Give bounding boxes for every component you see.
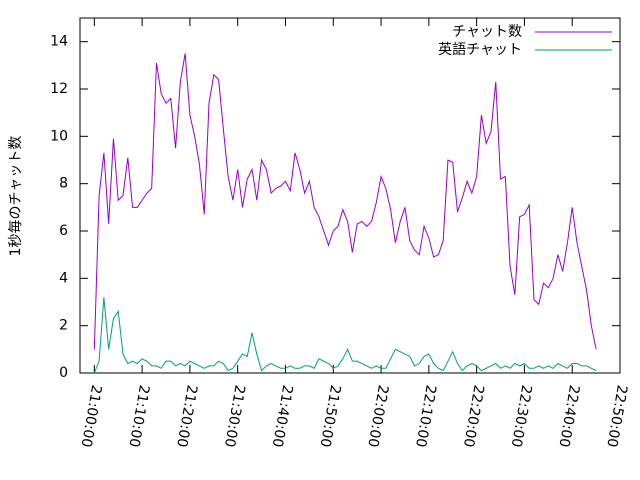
y-axis-label: 1秒毎のチャット数 [8, 136, 24, 257]
legend-label: 英語チャット [438, 41, 522, 58]
y-tick-label: 2 [59, 318, 68, 334]
x-tick-label: 22:50:00 [603, 384, 630, 449]
x-tick-label: 21:10:00 [125, 384, 152, 449]
y-tick-label: 12 [50, 81, 68, 97]
series-line [93, 53, 597, 350]
x-tick-label: 22:20:00 [460, 384, 487, 449]
x-tick-label: 22:30:00 [508, 384, 535, 449]
legend-label: チャット数 [452, 24, 522, 40]
y-tick-label: 14 [50, 34, 68, 50]
y-tick-label: 0 [59, 365, 68, 381]
y-tick-label: 4 [59, 270, 68, 286]
x-tick-label: 21:50:00 [316, 384, 343, 449]
series-line [93, 297, 597, 374]
y-tick-label: 8 [59, 176, 68, 192]
y-tick-label: 10 [50, 128, 68, 144]
x-tick-label: 21:40:00 [269, 384, 296, 449]
x-tick-label: 22:00:00 [364, 384, 391, 449]
x-tick-label: 21:30:00 [221, 384, 248, 449]
x-tick-label: 22:40:00 [555, 384, 582, 449]
y-tick-label: 6 [59, 223, 68, 239]
plot-border [79, 17, 621, 374]
x-tick-label: 21:20:00 [173, 384, 200, 449]
x-tick-label: 21:00:00 [78, 384, 105, 449]
x-tick-label: 22:10:00 [412, 384, 439, 449]
